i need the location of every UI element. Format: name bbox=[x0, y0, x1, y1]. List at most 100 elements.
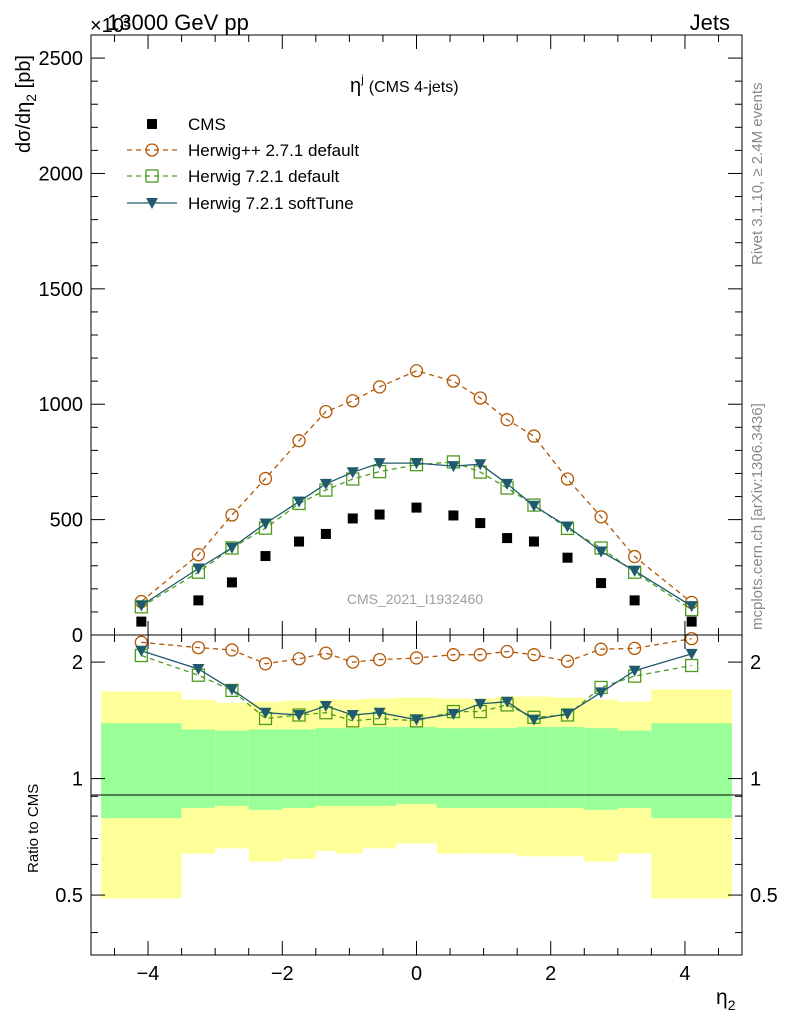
main-point-herwig-7-2-1-softtune bbox=[561, 521, 574, 533]
y-axis-label-unit: [pb] bbox=[13, 55, 35, 94]
ratio-stat-band bbox=[470, 728, 498, 808]
chart-title-sup: j bbox=[360, 72, 364, 86]
x-axis-label-main: η bbox=[716, 986, 728, 1009]
main-point-herwig-7-2-1-softtune bbox=[628, 565, 641, 577]
ratio-y-tick-label-left: 1 bbox=[72, 769, 83, 791]
ratio-y-axis-label: Ratio to CMS bbox=[25, 784, 42, 873]
main-point-cms bbox=[475, 518, 486, 529]
beam-energy-label: 13000 GeV pp bbox=[107, 10, 249, 35]
main-point-herwig-2-7-1-default bbox=[594, 510, 608, 524]
main-point-cms bbox=[136, 616, 147, 627]
ratio-point-herwig-2-7-1-default bbox=[191, 640, 206, 655]
main-point-herwig-2-7-1-default bbox=[527, 429, 541, 443]
ratio-line-herwig-2-7-1-default bbox=[141, 637, 692, 665]
main-point-cms bbox=[226, 577, 237, 588]
main-y-tick-label: 1500 bbox=[39, 279, 84, 301]
legend-marker-cms bbox=[147, 119, 157, 129]
main-point-herwig-2-7-1-default bbox=[346, 394, 360, 408]
ratio-point-herwig-2-7-1-default bbox=[409, 651, 424, 665]
ratio-y-tick-label-left: 0.5 bbox=[55, 885, 83, 907]
ratio-point-herwig-2-7-1-default bbox=[346, 655, 360, 669]
main-point-herwig-2-7-1-default bbox=[500, 413, 514, 427]
y-axis-label: dσ/dη2 [pb] bbox=[13, 55, 39, 153]
main-point-herwig-7-2-1-softtune bbox=[410, 458, 423, 470]
main-series-layer bbox=[134, 364, 699, 627]
main-series-herwig-2-7-1-default bbox=[134, 364, 699, 610]
x-tick-label: −2 bbox=[271, 963, 294, 985]
main-y-axis: 0 500 1000 1500 2000 2500 bbox=[39, 34, 742, 647]
main-point-herwig-2-7-1-default bbox=[319, 404, 333, 419]
ratio-point-herwig-2-7-1-default bbox=[292, 652, 306, 666]
main-y-tick-label: 1000 bbox=[39, 394, 84, 416]
main-point-herwig-7-2-1-softtune bbox=[501, 478, 514, 490]
ratio-series-herwig-7-2-1-softtune bbox=[135, 645, 698, 726]
main-point-herwig-7-2-1-softtune bbox=[319, 478, 332, 490]
x-tick-label: 0 bbox=[411, 963, 422, 985]
main-point-herwig-7-2-1-softtune bbox=[346, 467, 359, 479]
legend-label-herwig-7-2-1-default: Herwig 7.2.1 default bbox=[188, 167, 339, 186]
ratio-stat-band bbox=[335, 728, 363, 806]
ratio-stat-band bbox=[215, 730, 249, 806]
rivet-version-label: Rivet 3.1.10, ≥ 2.4M events bbox=[749, 83, 766, 266]
chart-title-main: η bbox=[350, 75, 361, 97]
main-line-herwig-2-7-1-default bbox=[140, 370, 693, 604]
ratio-stat-band bbox=[315, 728, 336, 806]
ratio-point-herwig-7-2-1-softtune bbox=[595, 687, 608, 699]
main-point-cms bbox=[596, 578, 607, 589]
main-point-herwig-2-7-1-default bbox=[372, 380, 387, 394]
ratio-point-herwig-7-2-1-softtune bbox=[225, 684, 238, 696]
ratio-point-herwig-2-7-1-default bbox=[500, 644, 514, 659]
main-point-cms bbox=[502, 533, 513, 544]
ratio-point-herwig-7-2-1-softtune bbox=[410, 714, 423, 726]
ratio-line-herwig-7-2-1-default bbox=[141, 654, 692, 722]
ratio-point-herwig-7-2-1-softtune bbox=[628, 665, 641, 677]
x-tick-label: 4 bbox=[679, 963, 690, 985]
main-point-herwig-2-7-1-default bbox=[446, 374, 461, 388]
ratio-point-herwig-2-7-1-default bbox=[560, 654, 575, 668]
main-point-herwig-7-2-1-softtune bbox=[474, 459, 487, 471]
ratio-point-herwig-7-2-1-softtune bbox=[259, 707, 272, 719]
process-label: Jets bbox=[690, 10, 730, 35]
main-y-tick-label: 2500 bbox=[39, 48, 84, 70]
ratio-stat-band bbox=[248, 729, 283, 810]
main-point-herwig-7-2-1-softtune bbox=[527, 500, 540, 512]
ratio-point-herwig-7-2-1-softtune bbox=[447, 708, 460, 720]
main-point-cms bbox=[347, 513, 358, 524]
ratio-point-herwig-7-2-1-softtune bbox=[561, 708, 574, 720]
ratio-y-tick-label-right: 1 bbox=[750, 769, 761, 791]
main-y-tick-label: 2000 bbox=[39, 163, 84, 185]
ratio-point-herwig-2-7-1-default bbox=[473, 648, 487, 662]
ratio-stat-band bbox=[362, 726, 397, 806]
ratio-stat-band bbox=[436, 728, 471, 808]
main-point-cms bbox=[374, 509, 385, 520]
ratio-panel: 0.5 0.51 12 2 −4 −2 0 2 4 Ratio to CMS η2 bbox=[25, 631, 778, 1013]
main-point-cms bbox=[320, 528, 331, 539]
ratio-point-herwig-7-2-1-softtune bbox=[501, 696, 514, 708]
legend: CMS Herwig++ 2.7.1 default Herwig 7.2.1 de… bbox=[127, 115, 359, 213]
ratio-stat-band bbox=[550, 726, 585, 808]
ratio-stat-band bbox=[517, 726, 551, 808]
main-y-tick-label: 0 bbox=[72, 625, 83, 647]
main-point-cms bbox=[294, 536, 305, 547]
main-line-herwig-7-2-1-default bbox=[140, 461, 693, 611]
legend-marker-herwig-2-7-1-default bbox=[145, 143, 159, 157]
main-point-herwig-2-7-1-default bbox=[292, 434, 306, 448]
main-point-herwig-7-2-1-softtune bbox=[259, 518, 272, 530]
main-line-herwig-7-2-1-softtune bbox=[140, 462, 693, 607]
main-point-cms bbox=[260, 551, 271, 562]
ratio-series-herwig-2-7-1-default bbox=[134, 631, 699, 671]
ratio-point-herwig-7-2-1-softtune bbox=[192, 663, 205, 675]
ratio-stat-band bbox=[651, 723, 732, 819]
ratio-point-herwig-7-2-1-softtune bbox=[319, 701, 332, 713]
main-point-herwig-2-7-1-default bbox=[473, 391, 487, 405]
main-point-cms bbox=[562, 552, 573, 563]
y-axis-label-sub: 2 bbox=[23, 94, 39, 102]
main-point-herwig-7-2-1-default bbox=[225, 541, 239, 555]
main-point-herwig-2-7-1-default bbox=[191, 548, 206, 562]
ratio-point-herwig-2-7-1-default bbox=[319, 646, 333, 660]
main-panel: 0 500 1000 1500 2000 2500 ηj (CMS 4-jets) dσ/d… bbox=[13, 34, 743, 647]
x-tick-label: 2 bbox=[545, 963, 556, 985]
ratio-point-herwig-2-7-1-default bbox=[446, 648, 461, 662]
main-point-herwig-2-7-1-default bbox=[560, 472, 575, 486]
